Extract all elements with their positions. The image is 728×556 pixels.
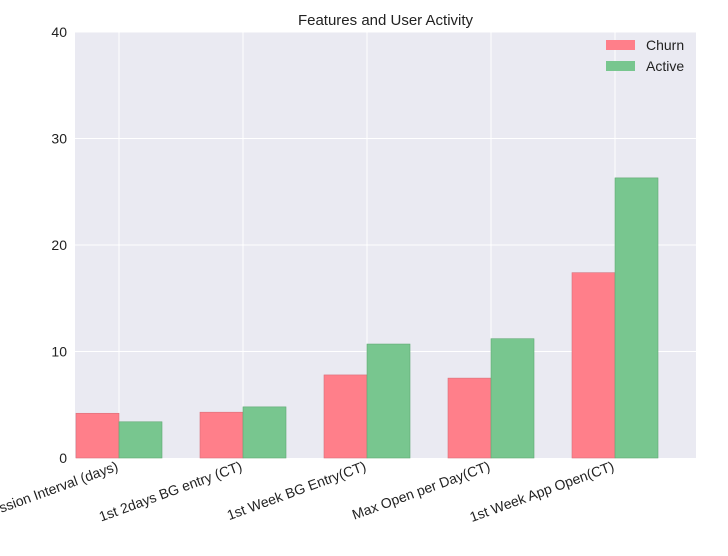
legend: Churn Active [606,37,684,74]
legend-swatch-churn [606,40,635,50]
bar-churn [447,377,492,459]
bar-active [118,421,163,459]
y-tick-label: 10 [51,344,67,360]
x-tick-labels: Session Interval (days)1st 2days BG entr… [0,458,616,525]
bar-active [490,338,535,459]
chart-title: Features and User Activity [298,12,474,29]
bar-active [366,343,411,459]
legend-label-active: Active [646,58,684,74]
bar-active [614,177,659,459]
bar-active [242,406,287,459]
legend-swatch-active [606,61,635,71]
y-tick-label: 20 [51,237,67,253]
bar-churn [571,272,616,459]
y-tick-labels: 0 10 20 30 40 [51,24,67,466]
bar-churn [199,411,244,459]
legend-label-churn: Churn [646,37,684,53]
x-tick-label: 1st Week BG Entry(CT) [225,458,368,523]
y-tick-label: 0 [59,450,67,466]
bar-churn [75,412,120,459]
y-tick-label: 30 [51,131,67,147]
bar-churn [323,374,368,459]
x-tick-label: 1st 2days BG entry (CT) [97,458,244,525]
y-tick-label: 40 [51,24,67,40]
bars [75,177,659,459]
